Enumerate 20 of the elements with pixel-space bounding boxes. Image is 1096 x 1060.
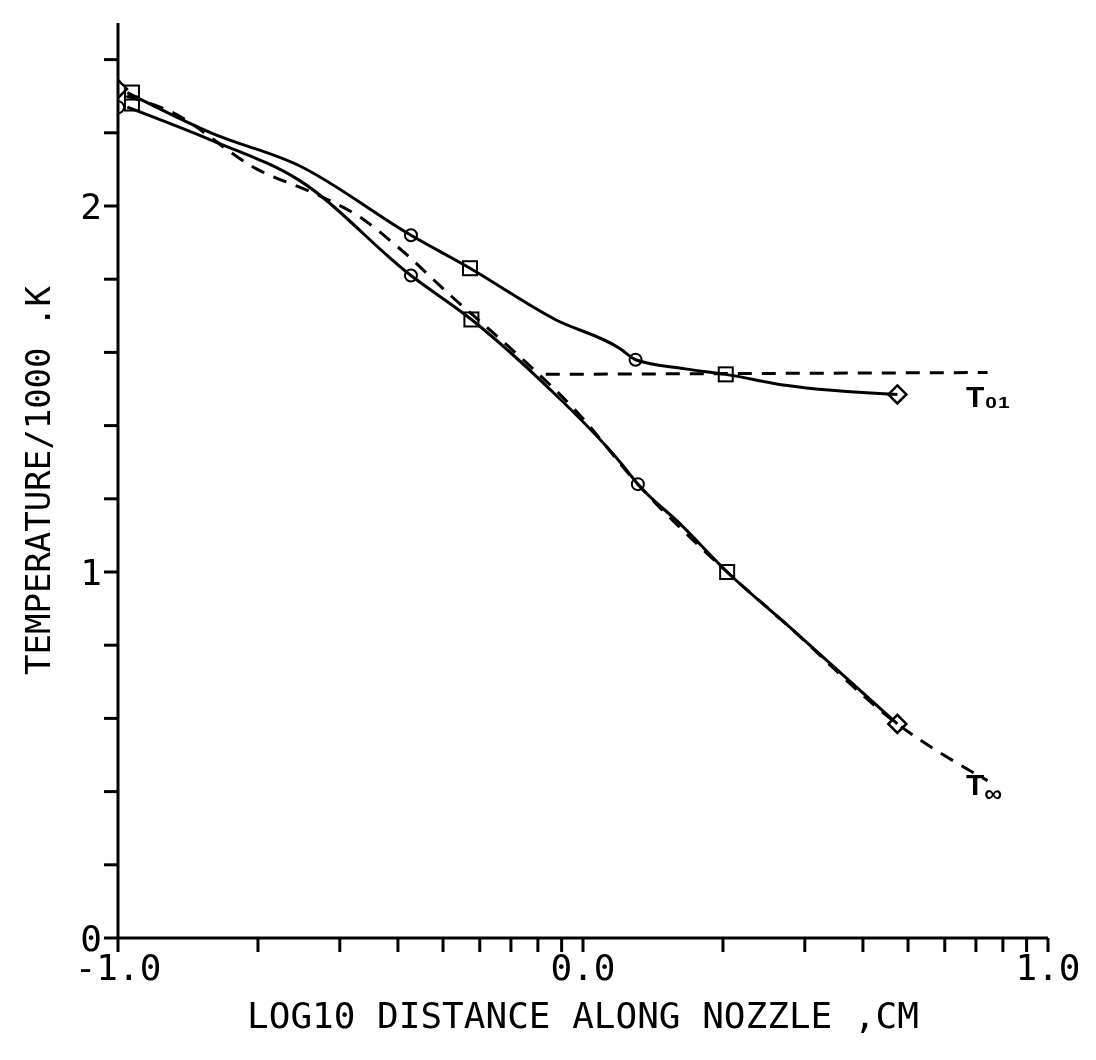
x-tick-label: 1.0 xyxy=(1015,946,1081,988)
point xyxy=(717,366,734,383)
y-tick-label: 1 xyxy=(80,551,102,593)
point xyxy=(462,260,479,277)
point xyxy=(123,84,140,101)
annotation: T$_{∞}$ xyxy=(966,768,1003,808)
point xyxy=(123,95,140,112)
point xyxy=(887,713,908,735)
annotation: T₀₁ xyxy=(966,380,1011,414)
x-axis-title: LOG10 DISTANCE ALONG NOZZLE ,CM xyxy=(247,995,919,1036)
point xyxy=(403,268,418,283)
x-tick-label: 0.0 xyxy=(550,946,616,988)
point xyxy=(630,477,645,492)
point xyxy=(463,311,480,328)
point xyxy=(628,352,643,367)
point xyxy=(887,384,908,405)
y-axis-title: TEMPERATURE/1000 .K xyxy=(18,285,59,675)
y-tick-label: 2 xyxy=(80,185,102,227)
point xyxy=(403,228,418,243)
point xyxy=(719,564,736,580)
